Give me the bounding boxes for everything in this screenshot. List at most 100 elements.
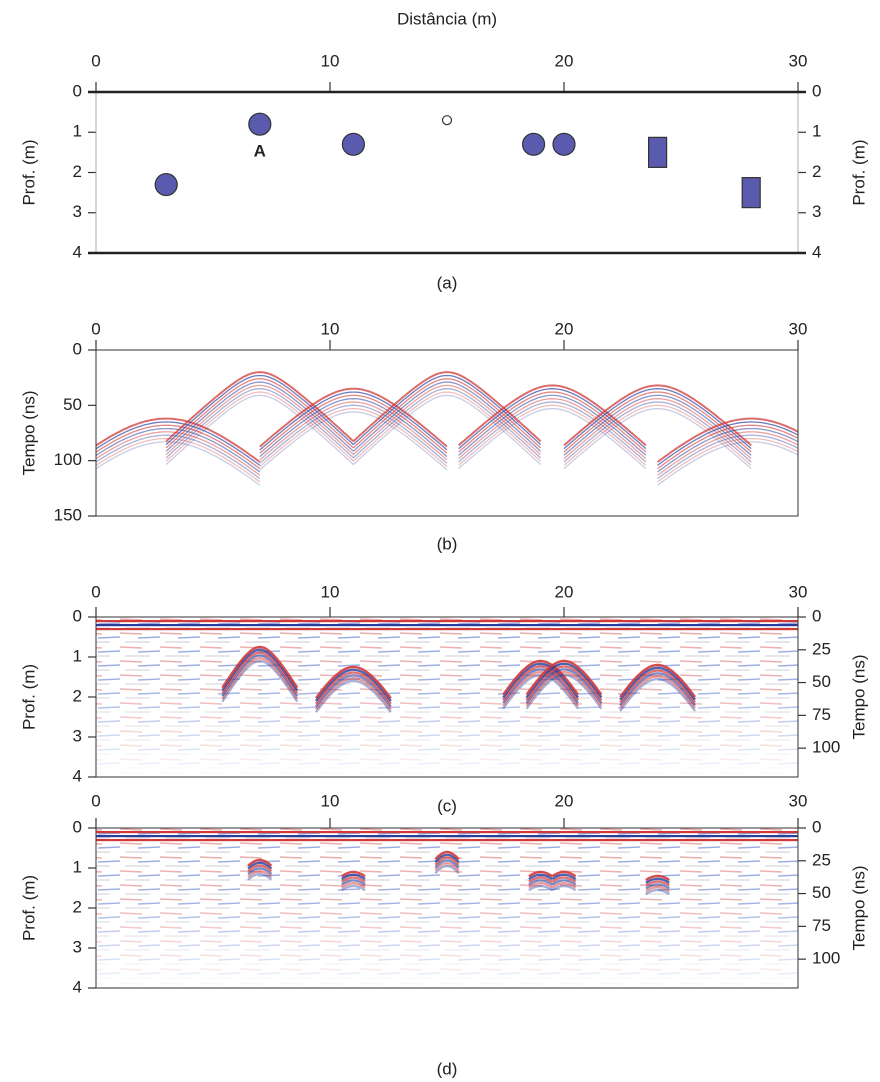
reflection-ring bbox=[247, 872, 273, 881]
hyperbola-ring bbox=[165, 378, 354, 449]
hyperbola bbox=[657, 417, 798, 463]
y-axis-label: Tempo (ns) bbox=[19, 390, 38, 475]
direct-wave bbox=[96, 628, 798, 631]
x-tick-label: 10 bbox=[321, 51, 340, 70]
y2-tick-label: 75 bbox=[812, 705, 831, 724]
reflection-ring bbox=[619, 666, 696, 701]
reflection-ring bbox=[315, 668, 392, 702]
reflection bbox=[528, 870, 553, 878]
reflection-ring bbox=[221, 654, 299, 697]
hyperbola bbox=[563, 384, 752, 447]
direct-wave bbox=[96, 624, 798, 627]
hyperbola-ring bbox=[458, 388, 647, 450]
reflection-ring bbox=[525, 665, 603, 701]
hyperbola-ring bbox=[259, 401, 448, 461]
hyperbola-ring bbox=[563, 394, 752, 456]
figure-title: Distância (m) bbox=[397, 9, 497, 28]
x-tick-label: 10 bbox=[321, 319, 340, 338]
reflection-ring bbox=[525, 671, 603, 707]
x-tick-label: 20 bbox=[555, 791, 574, 810]
x-tick-label: 30 bbox=[789, 791, 808, 810]
reflection-ring bbox=[619, 675, 696, 709]
direct-wave bbox=[96, 839, 798, 842]
y-tick-label: 50 bbox=[63, 395, 82, 414]
reflection-ring bbox=[525, 668, 603, 704]
y-tick-label: 1 bbox=[73, 857, 82, 876]
reflection-ring bbox=[434, 864, 460, 875]
hyperbola-ring bbox=[96, 431, 261, 476]
reflection bbox=[645, 874, 670, 882]
y2-tick-label: 0 bbox=[812, 817, 821, 836]
reflection-ring bbox=[645, 880, 670, 887]
y2-tick-label: 100 bbox=[812, 738, 840, 757]
reflection-ring bbox=[619, 672, 696, 707]
x-tick-label: 0 bbox=[91, 51, 100, 70]
reflection-ring bbox=[247, 861, 273, 870]
reflection bbox=[502, 659, 580, 696]
x-tick-label: 10 bbox=[321, 582, 340, 601]
reflection-ring bbox=[341, 876, 366, 883]
reflection bbox=[315, 665, 392, 699]
reflection-ring bbox=[221, 656, 299, 700]
reflection-ring bbox=[502, 662, 580, 699]
y-tick-label: 2 bbox=[73, 897, 82, 916]
hyperbola-ring bbox=[563, 404, 752, 466]
reflection-ring bbox=[221, 648, 299, 692]
hyperbola-ring bbox=[657, 421, 798, 466]
y-tick-label: 1 bbox=[73, 646, 82, 665]
x-tick-label: 0 bbox=[91, 319, 100, 338]
y2-axis-label: Tempo (ns) bbox=[849, 654, 868, 739]
hyperbola bbox=[458, 384, 647, 447]
caption: (a) bbox=[437, 273, 458, 292]
reflection-ring bbox=[315, 677, 392, 711]
reflection bbox=[619, 663, 696, 698]
y-tick-label: 0 bbox=[73, 81, 82, 100]
reflection-ring bbox=[315, 671, 392, 705]
y-tick-label-right: 0 bbox=[812, 81, 821, 100]
hyperbola-ring bbox=[352, 378, 542, 449]
direct-wave bbox=[96, 620, 798, 623]
reflection-ring bbox=[315, 674, 392, 708]
hyperbola-ring bbox=[563, 408, 752, 470]
reflection bbox=[551, 870, 577, 878]
hyperbola-ring bbox=[458, 391, 647, 453]
reflection bbox=[247, 858, 273, 867]
x-tick-label: 0 bbox=[91, 791, 100, 810]
hyperbola-ring bbox=[657, 434, 798, 480]
marker-circle bbox=[552, 132, 576, 156]
y-tick-label-right: 1 bbox=[812, 122, 821, 141]
radar-fade bbox=[96, 617, 798, 777]
y-tick-label: 4 bbox=[73, 766, 82, 785]
marker-rect bbox=[741, 177, 761, 209]
hyperbola-ring bbox=[259, 408, 448, 468]
hyperbola-ring bbox=[352, 374, 542, 446]
reflection-ring bbox=[551, 882, 577, 889]
y-tick-label: 1 bbox=[73, 122, 82, 141]
frame bbox=[95, 349, 799, 517]
y2-tick-label: 0 bbox=[812, 606, 821, 625]
reflection-ring bbox=[525, 673, 603, 710]
hyperbola-ring bbox=[352, 394, 542, 465]
reflection-ring bbox=[551, 884, 577, 892]
y-axis-label: Prof. (m) bbox=[19, 139, 38, 205]
x-tick-label: 30 bbox=[789, 582, 808, 601]
direct-wave bbox=[96, 831, 798, 834]
reflection-ring bbox=[502, 668, 580, 704]
hyperbola bbox=[352, 371, 542, 443]
hyperbola-ring bbox=[458, 401, 647, 463]
y2-tick-label: 25 bbox=[812, 850, 831, 869]
reflection bbox=[341, 870, 366, 878]
reflection-ring bbox=[551, 876, 577, 883]
hyperbola-ring bbox=[657, 441, 798, 486]
hyperbola-ring bbox=[352, 381, 542, 452]
reflection-ring bbox=[645, 883, 670, 890]
x-tick-label: 0 bbox=[91, 582, 100, 601]
x-tick-label: 30 bbox=[789, 319, 808, 338]
caption: (d) bbox=[437, 1059, 458, 1078]
y2-tick-label: 50 bbox=[812, 883, 831, 902]
y2-tick-label: 75 bbox=[812, 916, 831, 935]
marker-circle bbox=[248, 112, 272, 136]
reflection-ring bbox=[645, 877, 670, 884]
hyperbola-ring bbox=[563, 398, 752, 460]
hyperbola-ring bbox=[165, 374, 354, 446]
